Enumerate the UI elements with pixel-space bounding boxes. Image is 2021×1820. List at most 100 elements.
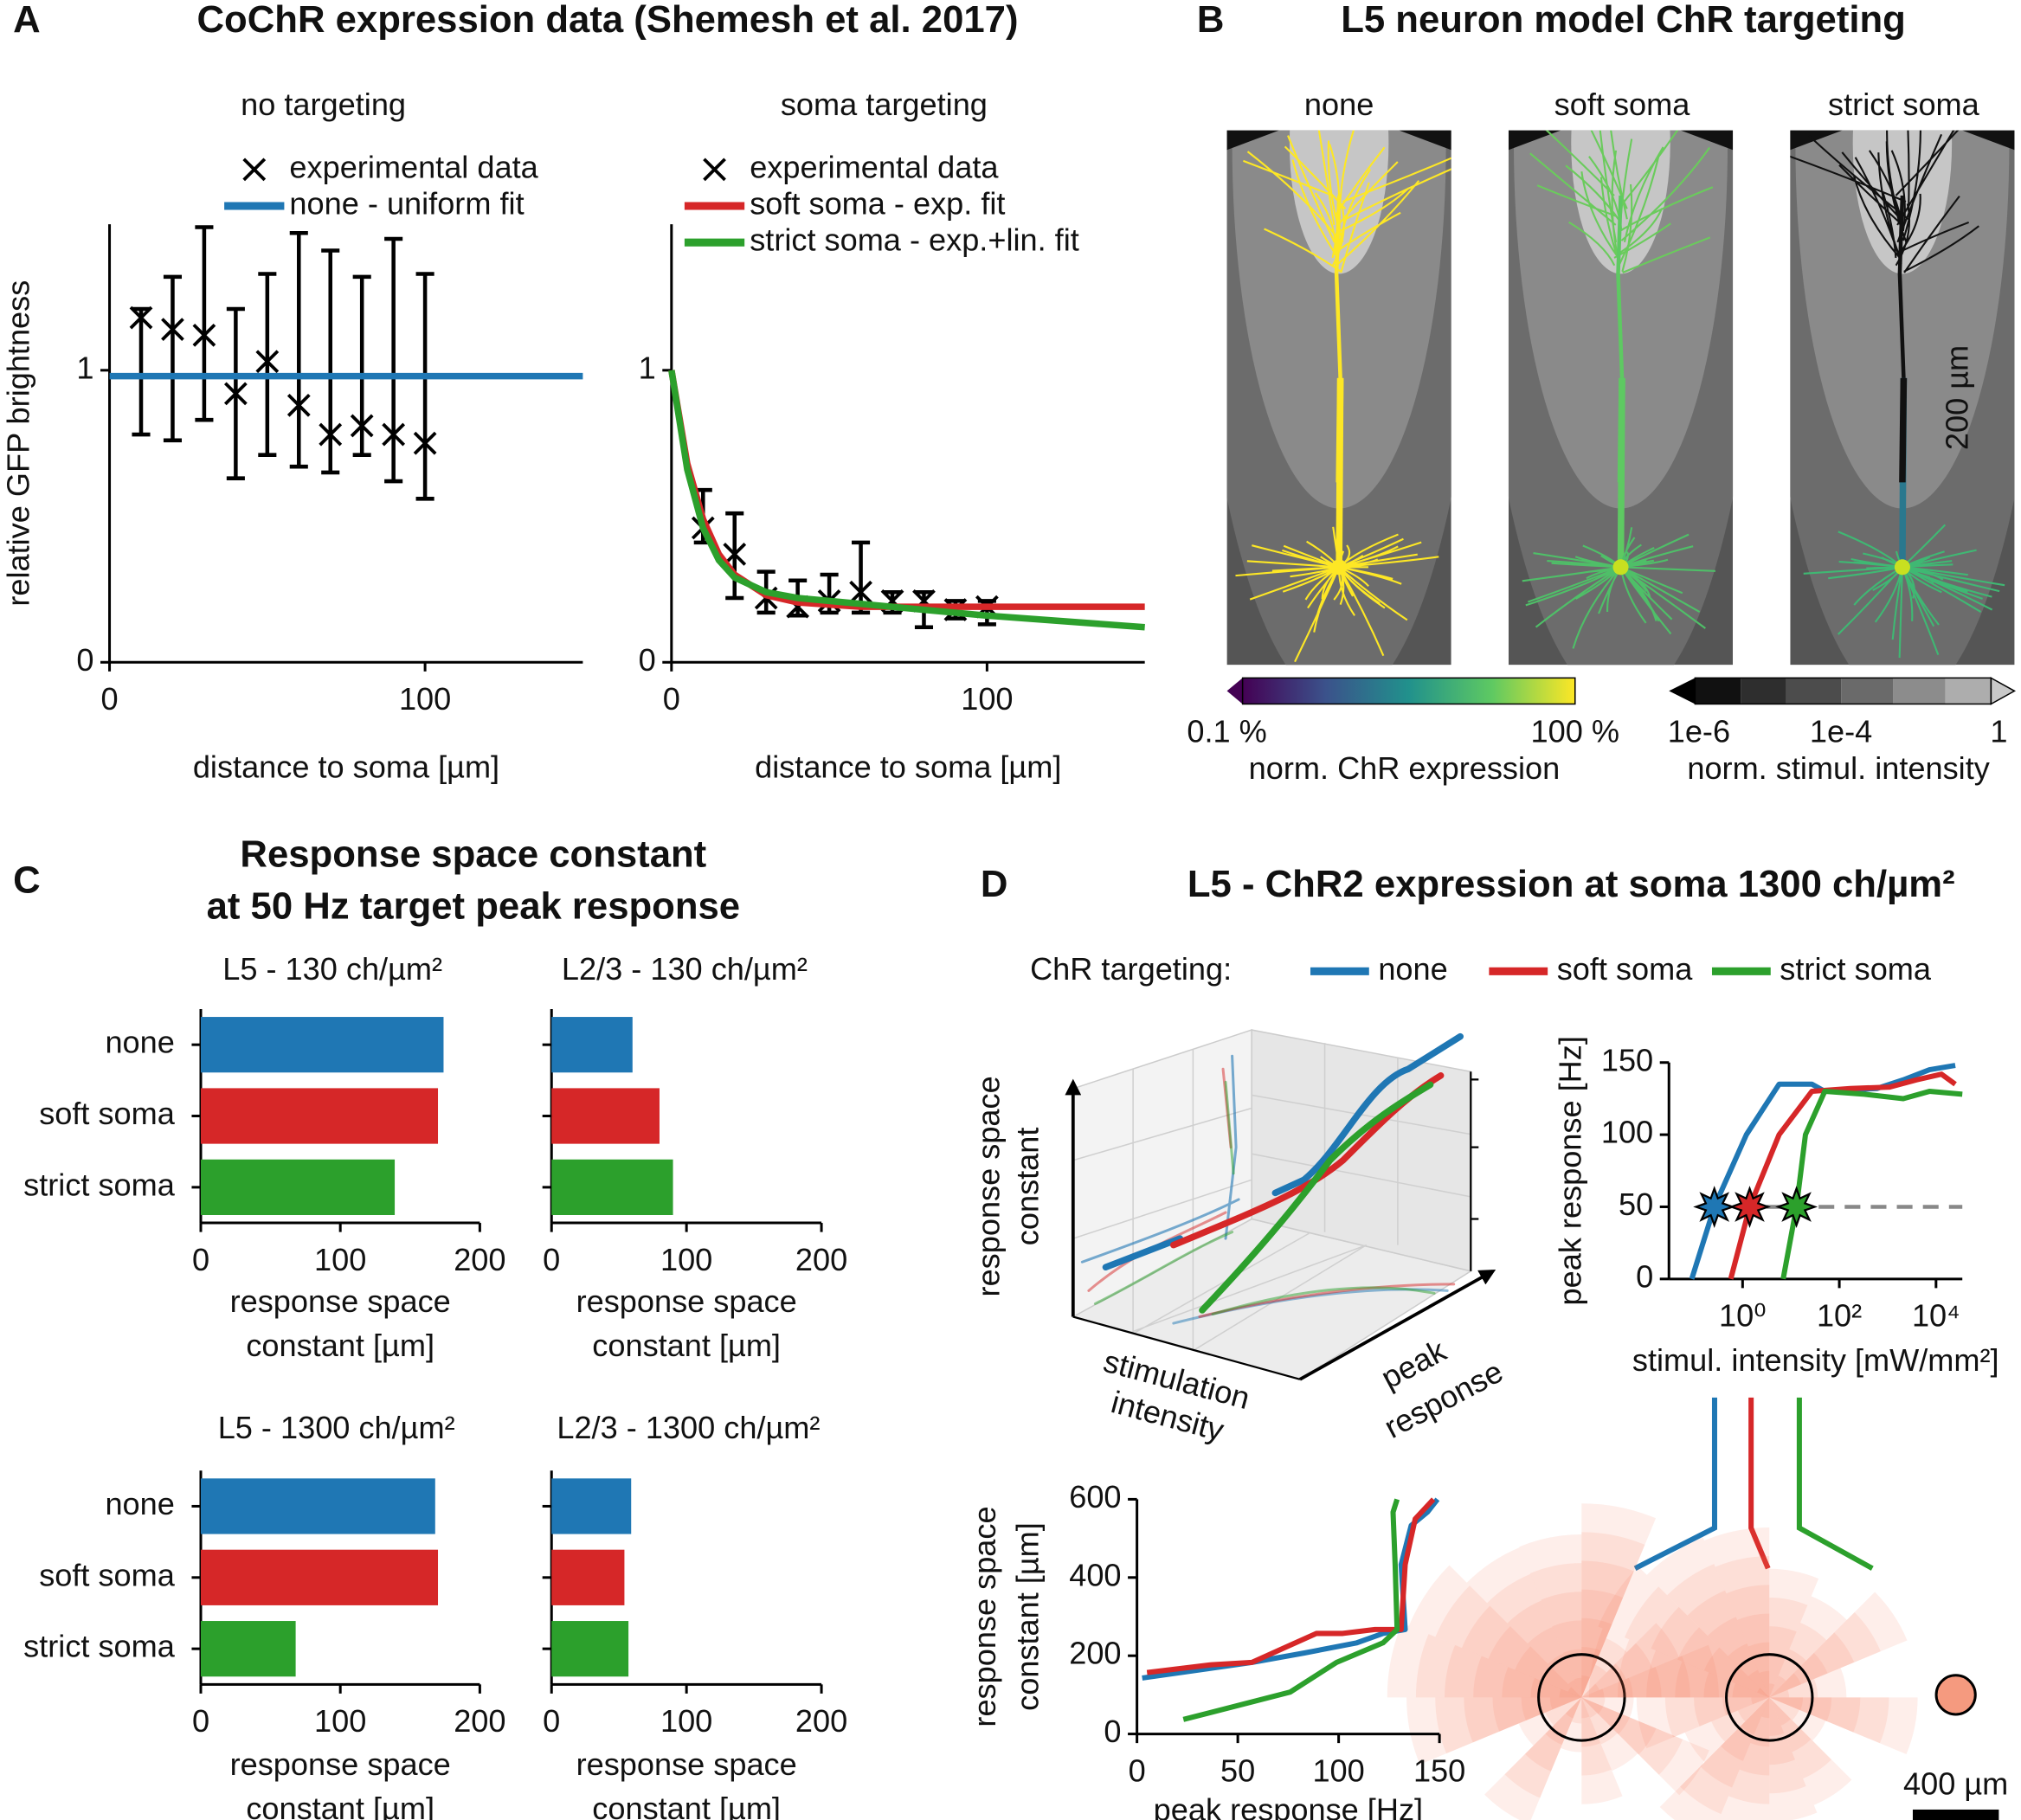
- response-wedge: [1769, 1697, 1831, 1779]
- response-wedge: [1769, 1678, 1818, 1698]
- response-wedge: [1518, 1697, 1582, 1746]
- x-tick-label: 0: [543, 1242, 560, 1277]
- x-axis-label: response space: [576, 1746, 797, 1782]
- neuron-panel: [1226, 130, 1451, 666]
- colorbar-frame: [1694, 677, 1992, 705]
- colorbar-tick-label: 1e-4: [1810, 714, 1872, 749]
- panel-letter: D: [981, 863, 1008, 905]
- soma: [1894, 559, 1910, 576]
- response-wedge: [1739, 1697, 1770, 1776]
- response-wedge: [1704, 1527, 1770, 1698]
- response-wedge: [1581, 1697, 1606, 1707]
- error-bar-line: [415, 272, 434, 501]
- response-wedge: [1703, 1672, 1770, 1698]
- response-wedge: [1651, 1606, 1770, 1698]
- axis-arrow: [1299, 1269, 1496, 1381]
- x-tick-label: 10²: [1817, 1298, 1862, 1334]
- bar: [551, 1017, 633, 1073]
- panel-title: L5 neuron model ChR targeting: [1341, 0, 1906, 41]
- error-bar: [384, 236, 403, 484]
- response-wedge: [1769, 1697, 1806, 1794]
- apical-tuft: [1529, 130, 1714, 273]
- response-wedge: [1703, 1647, 1770, 1698]
- basal-dendrites: [1235, 526, 1439, 663]
- response-wedge: [1737, 1613, 1770, 1698]
- response-wedge: [1769, 1697, 1818, 1820]
- error-bar-line: [289, 230, 308, 469]
- response-wedge: [1624, 1586, 1770, 1698]
- colorbar-extend: [1990, 677, 2017, 705]
- response-wedge: [1730, 1668, 1770, 1698]
- response-wedge: [1769, 1632, 1855, 1698]
- error-bar: [289, 230, 308, 469]
- colorbar-step: [1841, 678, 1894, 704]
- neuron-panel: [1790, 130, 2015, 666]
- response-wedge: [1581, 1646, 1601, 1698]
- response-wedge: [1618, 1639, 1770, 1698]
- x-tick-label: 150: [1413, 1752, 1465, 1788]
- colorbar-extend: [1226, 678, 1243, 704]
- response-wedge: [1769, 1697, 1785, 1737]
- error-bar: [195, 225, 214, 422]
- response-wedge: [1565, 1697, 1582, 1719]
- x-tick-label: 100: [660, 1703, 712, 1739]
- bar: [200, 1017, 444, 1073]
- legend-label: strict soma: [1780, 951, 1932, 987]
- colorbar-step: [1786, 678, 1842, 704]
- response-wedge: [1769, 1689, 1790, 1698]
- response-wedge: [1581, 1697, 1604, 1714]
- y-tick-label: 0: [1636, 1258, 1653, 1294]
- neuron-panels: [1226, 130, 2015, 666]
- response-wedge: [1581, 1643, 1653, 1698]
- response-wedge: [1581, 1675, 1591, 1698]
- response-wedge: [1406, 1697, 1582, 1765]
- response-wedge: [1581, 1697, 1630, 1734]
- response-wedge: [1769, 1683, 1775, 1698]
- y-axis-label: response space: [967, 1506, 1002, 1727]
- x-tick-label: 200: [795, 1703, 847, 1739]
- chart-title: L5 - 130 ch/µm²: [222, 951, 442, 987]
- response-wedge: [1559, 1688, 1582, 1698]
- response-wedge: [1711, 1697, 1770, 1742]
- response-wedge: [1571, 1697, 1582, 1724]
- chart-title: no targeting: [241, 87, 406, 122]
- response-wedge: [1552, 1620, 1582, 1698]
- category-label: none: [105, 1025, 174, 1060]
- category-label: none: [105, 1486, 174, 1521]
- response-wedge: [1541, 1592, 1582, 1698]
- bar: [200, 1088, 439, 1144]
- response-wedge: [1726, 1585, 1770, 1698]
- response-wedge: [1761, 1697, 1770, 1719]
- basal-dendrites: [1522, 527, 1715, 649]
- response-wedge: [1581, 1560, 1634, 1698]
- response-wedge: [1684, 1697, 1770, 1763]
- response-wedge: [1769, 1697, 1799, 1720]
- x-tick-label: 200: [454, 1242, 505, 1277]
- response-maps: [1387, 1503, 1977, 1820]
- error-bar-line: [195, 225, 214, 422]
- category-label: strict soma: [23, 1629, 176, 1664]
- response-wedge: [1751, 1697, 1770, 1705]
- dark-corner: [1399, 130, 1451, 151]
- response-wedge: [1521, 1697, 1582, 1721]
- response-wedge: [1524, 1697, 1582, 1772]
- y-tick-label: 400: [1069, 1557, 1121, 1592]
- series-line: [1689, 1063, 1956, 1280]
- response-wedge: [1769, 1597, 1808, 1698]
- response-wedge: [1769, 1697, 1832, 1721]
- scale-bar-label: 400 µm: [1903, 1765, 2008, 1801]
- response-wedge: [1769, 1697, 1812, 1752]
- colorbar-step: [1945, 678, 1992, 704]
- x-axis-label: stimul. intensity [mW/mm²]: [1632, 1342, 1999, 1378]
- subtitle: strict soma: [1828, 87, 1980, 122]
- response-wedge: [1562, 1649, 1582, 1698]
- response-wedge: [1728, 1697, 1770, 1804]
- data-point: [161, 318, 184, 341]
- response-wedge: [1728, 1643, 1770, 1698]
- response-wedge: [1473, 1656, 1582, 1698]
- legend-label: none - uniform fit: [289, 186, 524, 222]
- x-tick-label: 100: [314, 1703, 366, 1739]
- response-wedge: [1529, 1563, 1582, 1698]
- colorbar-label: norm. ChR expression: [1249, 750, 1561, 786]
- x-tick-label: 100: [961, 681, 1013, 717]
